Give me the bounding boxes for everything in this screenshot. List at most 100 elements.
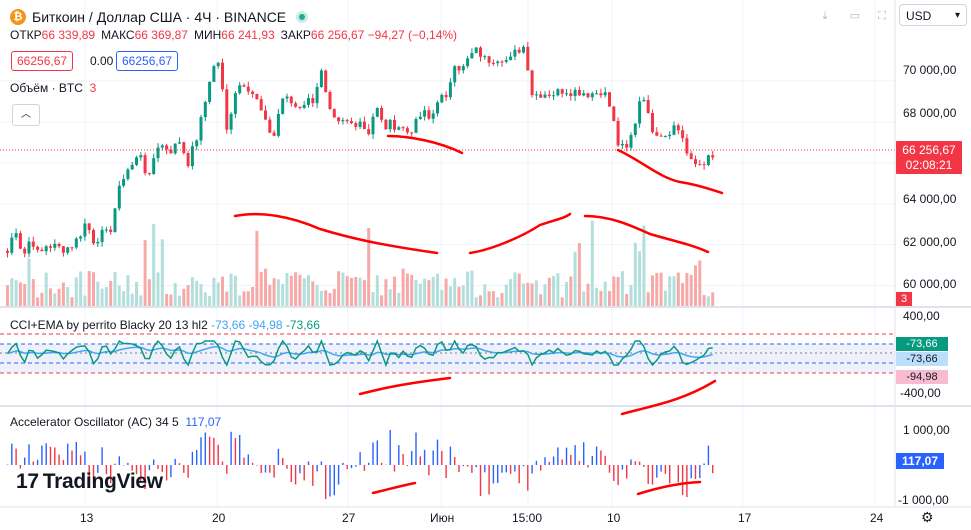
candle-body (685, 138, 689, 154)
candle-body (448, 82, 452, 98)
symbol-header[interactable]: ₿ Биткоин / Доллар США · 4Ч · BINANCE (10, 6, 309, 26)
ac-legend-name: Accelerator Oscillator (AC) (10, 415, 153, 429)
volume-legend-value: 3 (89, 81, 97, 95)
candle-body (530, 70, 534, 96)
candle-body (203, 101, 207, 118)
candle-body (689, 153, 693, 160)
candle-body (165, 145, 169, 150)
volume-bar (565, 281, 568, 306)
candle-body (474, 47, 478, 54)
cci-legend-v2: -94,98 (248, 318, 283, 332)
annotation-strokes (233, 134, 724, 496)
download-icon[interactable]: ⤓ (822, 10, 828, 22)
candle-body (500, 61, 504, 63)
price-axis-tick: 68 000,00 (903, 106, 957, 120)
volume-bar (268, 284, 272, 306)
cci-legend-name: CCI+EMA by perrito Blacky 20 13 hl2 (10, 318, 208, 332)
ac-legend[interactable]: Accelerator Oscillator (AC) 34 5 117,07 (10, 415, 221, 429)
volume-bar (479, 295, 482, 306)
volume-bar (160, 239, 164, 306)
candle-body (178, 142, 181, 144)
candle-body (573, 89, 577, 97)
price-axis-tick: 64 000,00 (903, 192, 957, 206)
candle-body (655, 132, 659, 136)
volume-bar (49, 288, 52, 306)
ac-legend-value: 117,07 (185, 415, 222, 429)
bitcoin-icon: ₿ (10, 8, 26, 25)
cci-pane (0, 333, 895, 374)
candle-body (268, 119, 272, 133)
volume-bar (307, 275, 310, 306)
volume-bar (513, 272, 517, 306)
volume-bar (345, 276, 349, 306)
candle-body (362, 121, 366, 130)
candle-body (668, 134, 672, 137)
volume-bar (681, 282, 685, 306)
volume-bar (66, 287, 70, 306)
volume-legend[interactable]: Объём · BTC 3 (10, 81, 96, 95)
volume-badge-value: 3 (900, 293, 908, 305)
candle-body (6, 250, 9, 253)
candle-body (10, 237, 14, 253)
cci-legend[interactable]: CCI+EMA by perrito Blacky 20 13 hl2 -73,… (10, 318, 320, 332)
candle-body (49, 246, 52, 248)
candle-body (427, 110, 431, 119)
volume-bar (212, 277, 216, 306)
volume-bar (169, 294, 173, 306)
candle-body (337, 117, 341, 122)
sell-button[interactable]: 66256,67 (11, 51, 74, 71)
candle-body (552, 95, 556, 97)
candle-body (100, 229, 104, 242)
volume-bar (298, 274, 302, 306)
volume-bar (18, 282, 22, 306)
volume-bar (255, 230, 259, 306)
annotation-curve (371, 481, 417, 495)
candle-body (681, 130, 685, 139)
volume-bar (672, 276, 676, 306)
volume-bar (689, 274, 693, 306)
volume-bar (74, 277, 78, 306)
volume-bar (10, 278, 14, 306)
fullscreen-icon[interactable]: ⛶ (878, 10, 886, 22)
volume-bar (509, 279, 513, 306)
volume-bar (608, 291, 611, 306)
candle-body (586, 93, 590, 98)
candle-body (160, 145, 164, 148)
buy-button[interactable]: 66256,67 (116, 51, 179, 71)
last-price-label: 66 256,67 (902, 143, 956, 157)
cci-badge-value-1: -73,66 (906, 338, 938, 350)
volume-bar (659, 272, 663, 306)
candle-body (522, 46, 525, 53)
grid-lines (0, 0, 895, 507)
currency-select[interactable]: USD ▾ (899, 4, 967, 26)
volume-bar (221, 276, 224, 306)
candle-body (307, 98, 310, 105)
ohlc-open-value: 66 339,89 (41, 28, 96, 42)
candle-body (711, 155, 715, 158)
symbol-title[interactable]: Биткоин / Доллар США · 4Ч · BINANCE (32, 8, 287, 25)
candle-body (259, 99, 263, 111)
cci-axis-top: 400,00 (903, 309, 940, 323)
candle-body (255, 94, 259, 100)
volume-bar (251, 286, 255, 306)
volume-bar (203, 292, 207, 306)
candle-body (251, 91, 255, 95)
candle-body (569, 93, 573, 97)
candle-body (345, 120, 349, 122)
volume-bar (694, 265, 697, 306)
candle-body (173, 143, 177, 154)
volume-bar (668, 276, 672, 306)
volume-bar (135, 282, 138, 306)
ac-axis-bottom: -1 000,00 (898, 493, 949, 507)
candle-body (341, 120, 345, 122)
candle-body (440, 94, 444, 103)
tradingview-logo[interactable]: 17 TradingView (16, 470, 163, 494)
window-icon[interactable]: ▭ (849, 10, 861, 22)
volume-bar (612, 276, 616, 306)
volume-bar (178, 295, 181, 306)
annotation-curve (358, 376, 452, 396)
collapse-legend-button[interactable]: ︿ (12, 104, 40, 126)
candle-body (229, 113, 233, 130)
settings-gear-icon[interactable]: ⚙ (921, 509, 934, 525)
